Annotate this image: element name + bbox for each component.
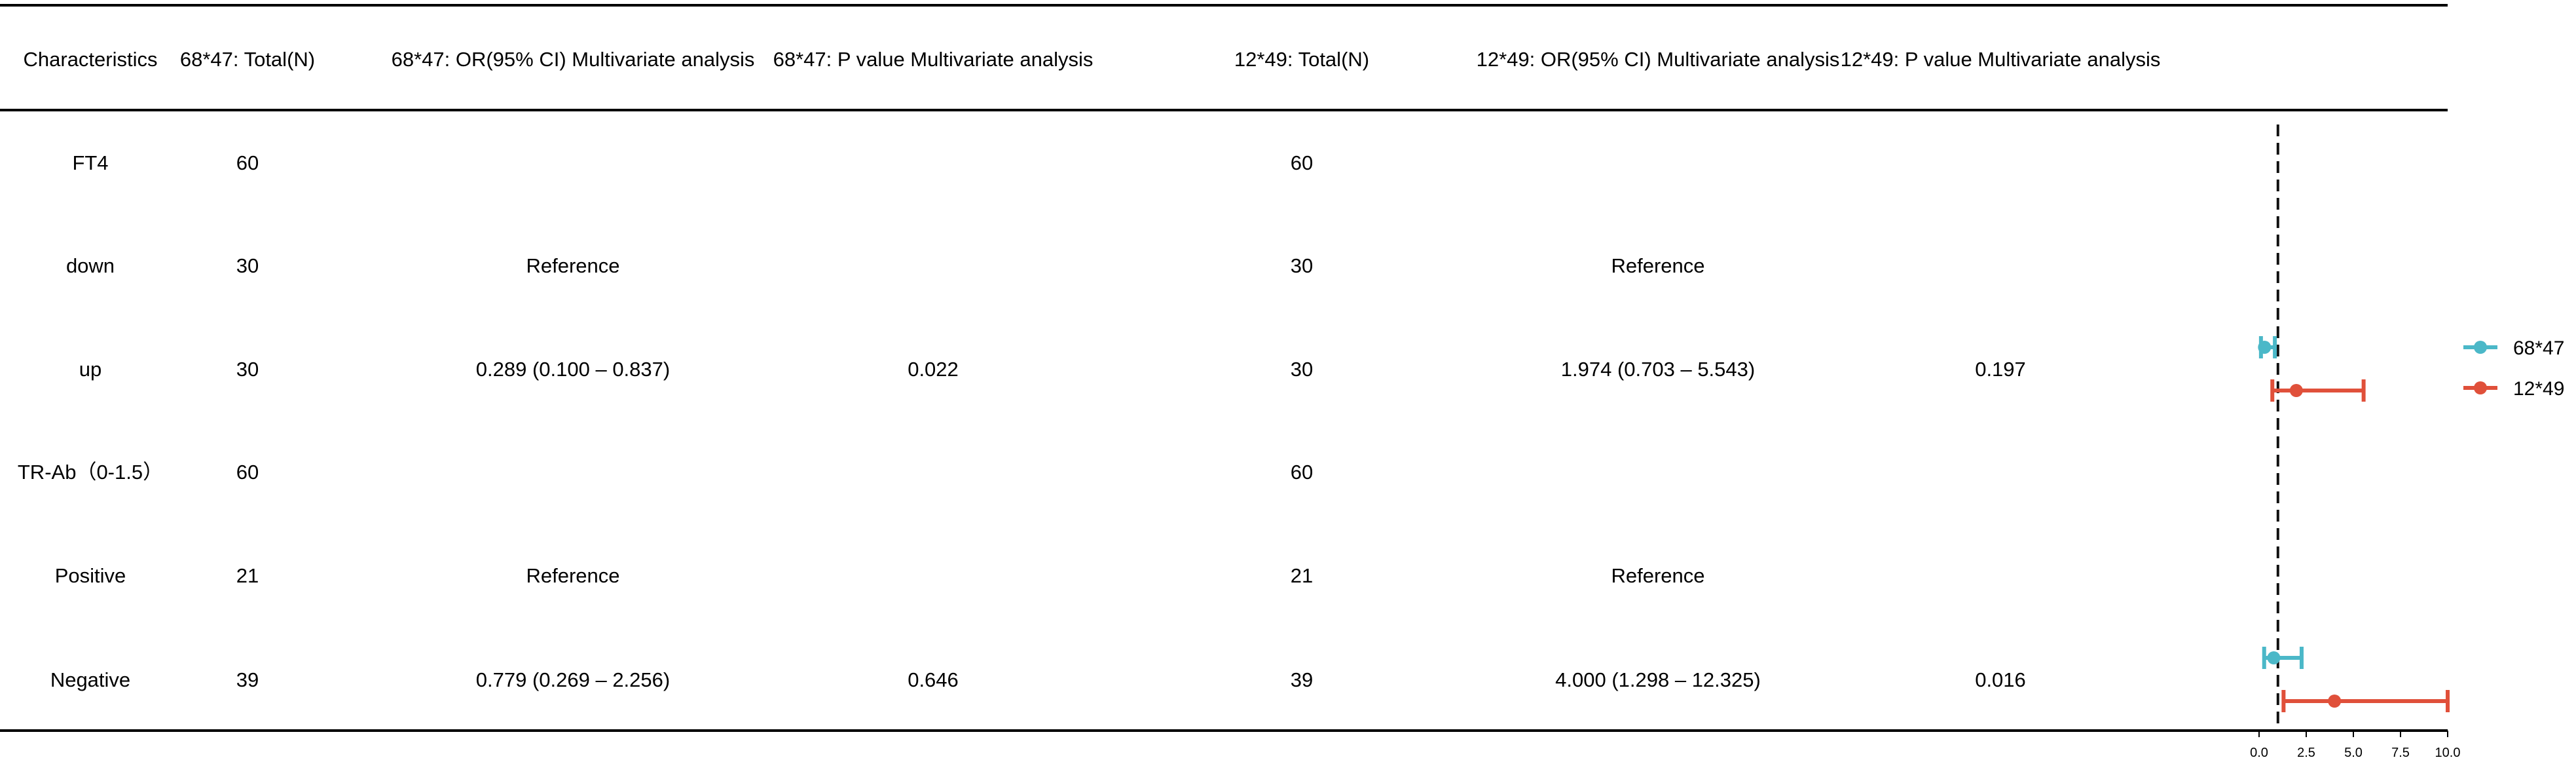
column-header: 12*49: OR(95% CI) Multivariate analysis bbox=[1477, 48, 1840, 71]
table-cell: 60 bbox=[236, 151, 259, 174]
table-cell: 21 bbox=[236, 564, 259, 587]
table-cell: Reference bbox=[526, 564, 619, 587]
table-cell: 30 bbox=[236, 358, 259, 381]
table-cell: 60 bbox=[1291, 151, 1313, 174]
column-header: 68*47: P value Multivariate analysis bbox=[773, 48, 1094, 71]
table-cell: 1.974 (0.703 – 5.543) bbox=[1561, 358, 1755, 381]
or-point bbox=[2258, 341, 2272, 354]
legend: 68*47 12*49 bbox=[2463, 337, 2564, 400]
x-tick-label: 10.0 bbox=[2435, 746, 2461, 760]
column-header: Characteristics bbox=[24, 48, 158, 71]
x-tick-label: 5.0 bbox=[2344, 746, 2363, 760]
column-header: 12*49: P value Multivariate analysis bbox=[1841, 48, 2161, 71]
x-tick-label: 2.5 bbox=[2297, 746, 2315, 760]
row-label: FT4 bbox=[72, 151, 108, 174]
legend-label: 68*47 bbox=[2513, 337, 2564, 359]
or-point bbox=[2267, 651, 2281, 664]
row-label: Positive bbox=[55, 564, 126, 587]
legend-key-dot bbox=[2474, 341, 2487, 354]
row-label: up bbox=[79, 358, 101, 381]
table-cell: 30 bbox=[236, 254, 259, 277]
table-cell: 60 bbox=[236, 461, 259, 484]
table-cell: 30 bbox=[1291, 358, 1313, 381]
table-cell: Reference bbox=[1611, 254, 1704, 277]
table-cell: 0.779 (0.269 – 2.256) bbox=[476, 668, 670, 691]
table-cell: Reference bbox=[526, 254, 619, 277]
table-cell: 21 bbox=[1291, 564, 1313, 587]
table-cell: 39 bbox=[1291, 668, 1313, 691]
table-cell: Reference bbox=[1611, 564, 1704, 587]
forest-plot: 0.0 2.5 5.0 7.5 10.0 bbox=[2250, 124, 2460, 760]
or-point bbox=[2328, 695, 2342, 708]
column-header: 68*47: OR(95% CI) Multivariate analysis bbox=[392, 48, 755, 71]
legend-label: 12*49 bbox=[2513, 378, 2564, 400]
table-cell: 0.289 (0.100 – 0.837) bbox=[476, 358, 670, 381]
table-cell: 39 bbox=[236, 668, 259, 691]
column-header: 12*49: Total(N) bbox=[1234, 48, 1369, 71]
x-tick-label: 0.0 bbox=[2250, 746, 2268, 760]
table-cell: 4.000 (1.298 – 12.325) bbox=[1555, 668, 1761, 691]
table-cell: 0.016 bbox=[1975, 668, 2026, 691]
table-cell: 0.197 bbox=[1975, 358, 2026, 381]
table-cell: 0.646 bbox=[908, 668, 959, 691]
or-point bbox=[2289, 384, 2303, 397]
table-cell: 60 bbox=[1291, 461, 1313, 484]
x-tick-label: 7.5 bbox=[2391, 746, 2410, 760]
results-table: Characteristics 68*47: Total(N) 68*47: OR(… bbox=[0, 4, 2448, 732]
row-label: down bbox=[66, 254, 115, 277]
row-label: TR-Ab（0-1.5） bbox=[18, 461, 163, 484]
row-label: Negative bbox=[50, 668, 130, 691]
table-cell: 30 bbox=[1291, 254, 1313, 277]
table-cell: 0.022 bbox=[908, 358, 959, 381]
column-header: 68*47: Total(N) bbox=[180, 48, 315, 71]
legend-key-dot bbox=[2474, 381, 2487, 394]
